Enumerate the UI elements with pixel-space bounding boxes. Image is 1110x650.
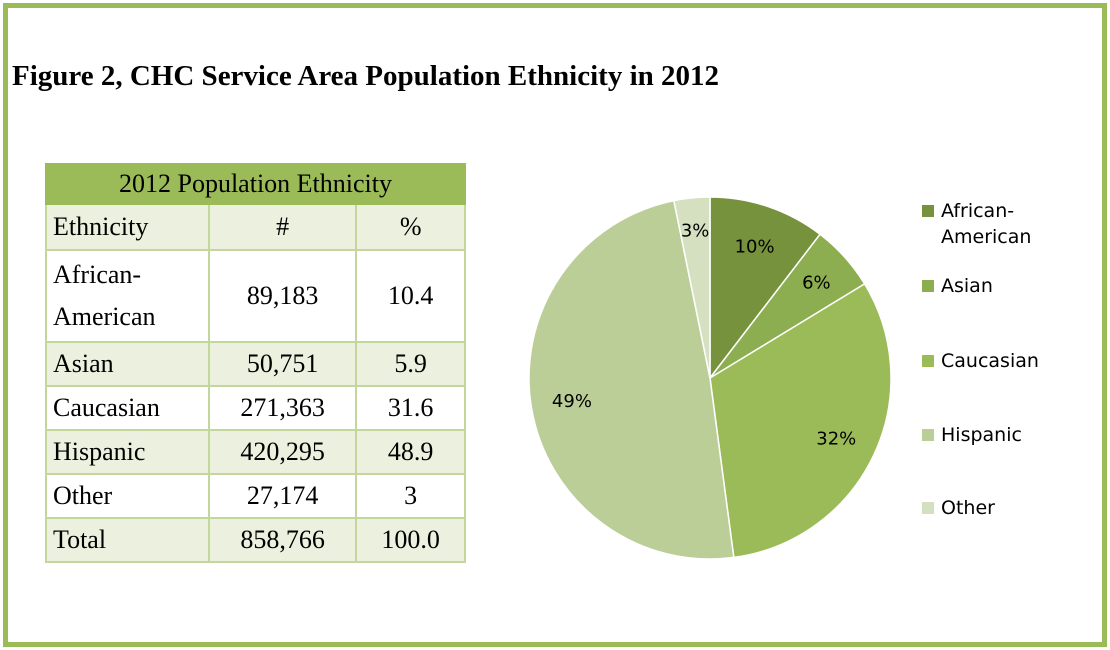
table-title: 2012 Population Ethnicity — [45, 163, 466, 205]
legend-item-asian: Asian — [922, 275, 993, 297]
table-row: Caucasian 271,363 31.6 — [45, 385, 466, 431]
row-count: 50,751 — [207, 341, 358, 387]
pie-chart: 10% 6% 32% 49% 3% African- American Asian Cauca… — [528, 196, 1039, 560]
pie-legend: African- American Asian Caucasian Hispanic Ot… — [922, 200, 1039, 519]
ethnicity-table: 2012 Population Ethnicity Ethnicity # % … — [45, 163, 466, 563]
legend-item-african-american: African- American — [922, 200, 1031, 248]
row-percent: 5.9 — [355, 341, 466, 387]
row-name: Caucasian — [45, 385, 210, 431]
table-row: Hispanic 420,295 48.9 — [45, 429, 466, 475]
legend-item-other: Other — [922, 497, 995, 519]
legend-label: Other — [941, 497, 995, 519]
header-count: # — [207, 203, 358, 251]
header-percent: % — [355, 203, 466, 251]
row-count: 858,766 — [207, 517, 358, 563]
row-percent: 31.6 — [355, 385, 466, 431]
table-row-total: Total 858,766 100.0 — [45, 517, 466, 563]
legend-item-caucasian: Caucasian — [922, 350, 1039, 372]
row-name: Asian — [45, 341, 210, 387]
pie-data-label-other: 3% — [681, 221, 710, 242]
row-count: 420,295 — [207, 429, 358, 475]
pie-data-label-caucasian: 32% — [816, 428, 856, 449]
legend-swatch — [922, 429, 934, 441]
legend-swatch — [922, 355, 934, 367]
pie-slice-caucasian — [709, 282, 892, 559]
legend-swatch — [922, 205, 934, 217]
header-ethnicity: Ethnicity — [45, 203, 210, 251]
row-percent: 3 — [355, 473, 466, 519]
table-row: Asian 50,751 5.9 — [45, 341, 466, 387]
pie-slice-hispanic — [528, 199, 735, 560]
row-percent: 10.4 — [355, 249, 466, 343]
pie-labels: 10% 6% 32% 49% 3% — [552, 221, 856, 450]
legend-label: Hispanic — [941, 424, 1022, 446]
table-row: Other 27,174 3 — [45, 473, 466, 519]
legend-label: Asian — [941, 275, 993, 297]
legend-label: African- — [941, 200, 1014, 222]
table-row: African-American 89,183 10.4 — [45, 249, 466, 343]
legend-swatch — [922, 502, 934, 514]
legend-item-hispanic: Hispanic — [922, 424, 1022, 446]
row-percent: 48.9 — [355, 429, 466, 475]
figure-title: Figure 2, CHC Service Area Population Et… — [12, 60, 720, 92]
pie-data-label-hispanic: 49% — [552, 391, 592, 412]
row-name: Total — [45, 517, 210, 563]
pie-slice-other — [672, 196, 711, 379]
row-percent: 100.0 — [355, 517, 466, 563]
row-name: Hispanic — [45, 429, 210, 475]
pie-slices — [528, 196, 892, 560]
legend-label: American — [941, 226, 1031, 248]
row-name: Other — [45, 473, 210, 519]
legend-label: Caucasian — [941, 350, 1039, 372]
row-name: African-American — [45, 249, 210, 343]
legend-swatch — [922, 280, 934, 292]
row-count: 271,363 — [207, 385, 358, 431]
row-count: 89,183 — [207, 249, 358, 343]
table-header-row: Ethnicity # % — [45, 203, 466, 251]
table-title-row: 2012 Population Ethnicity — [45, 163, 466, 205]
pie-data-label-asian: 6% — [802, 272, 831, 293]
row-count: 27,174 — [207, 473, 358, 519]
pie-slice-african-american — [709, 196, 822, 381]
pie-data-label-african-american: 10% — [735, 236, 775, 257]
